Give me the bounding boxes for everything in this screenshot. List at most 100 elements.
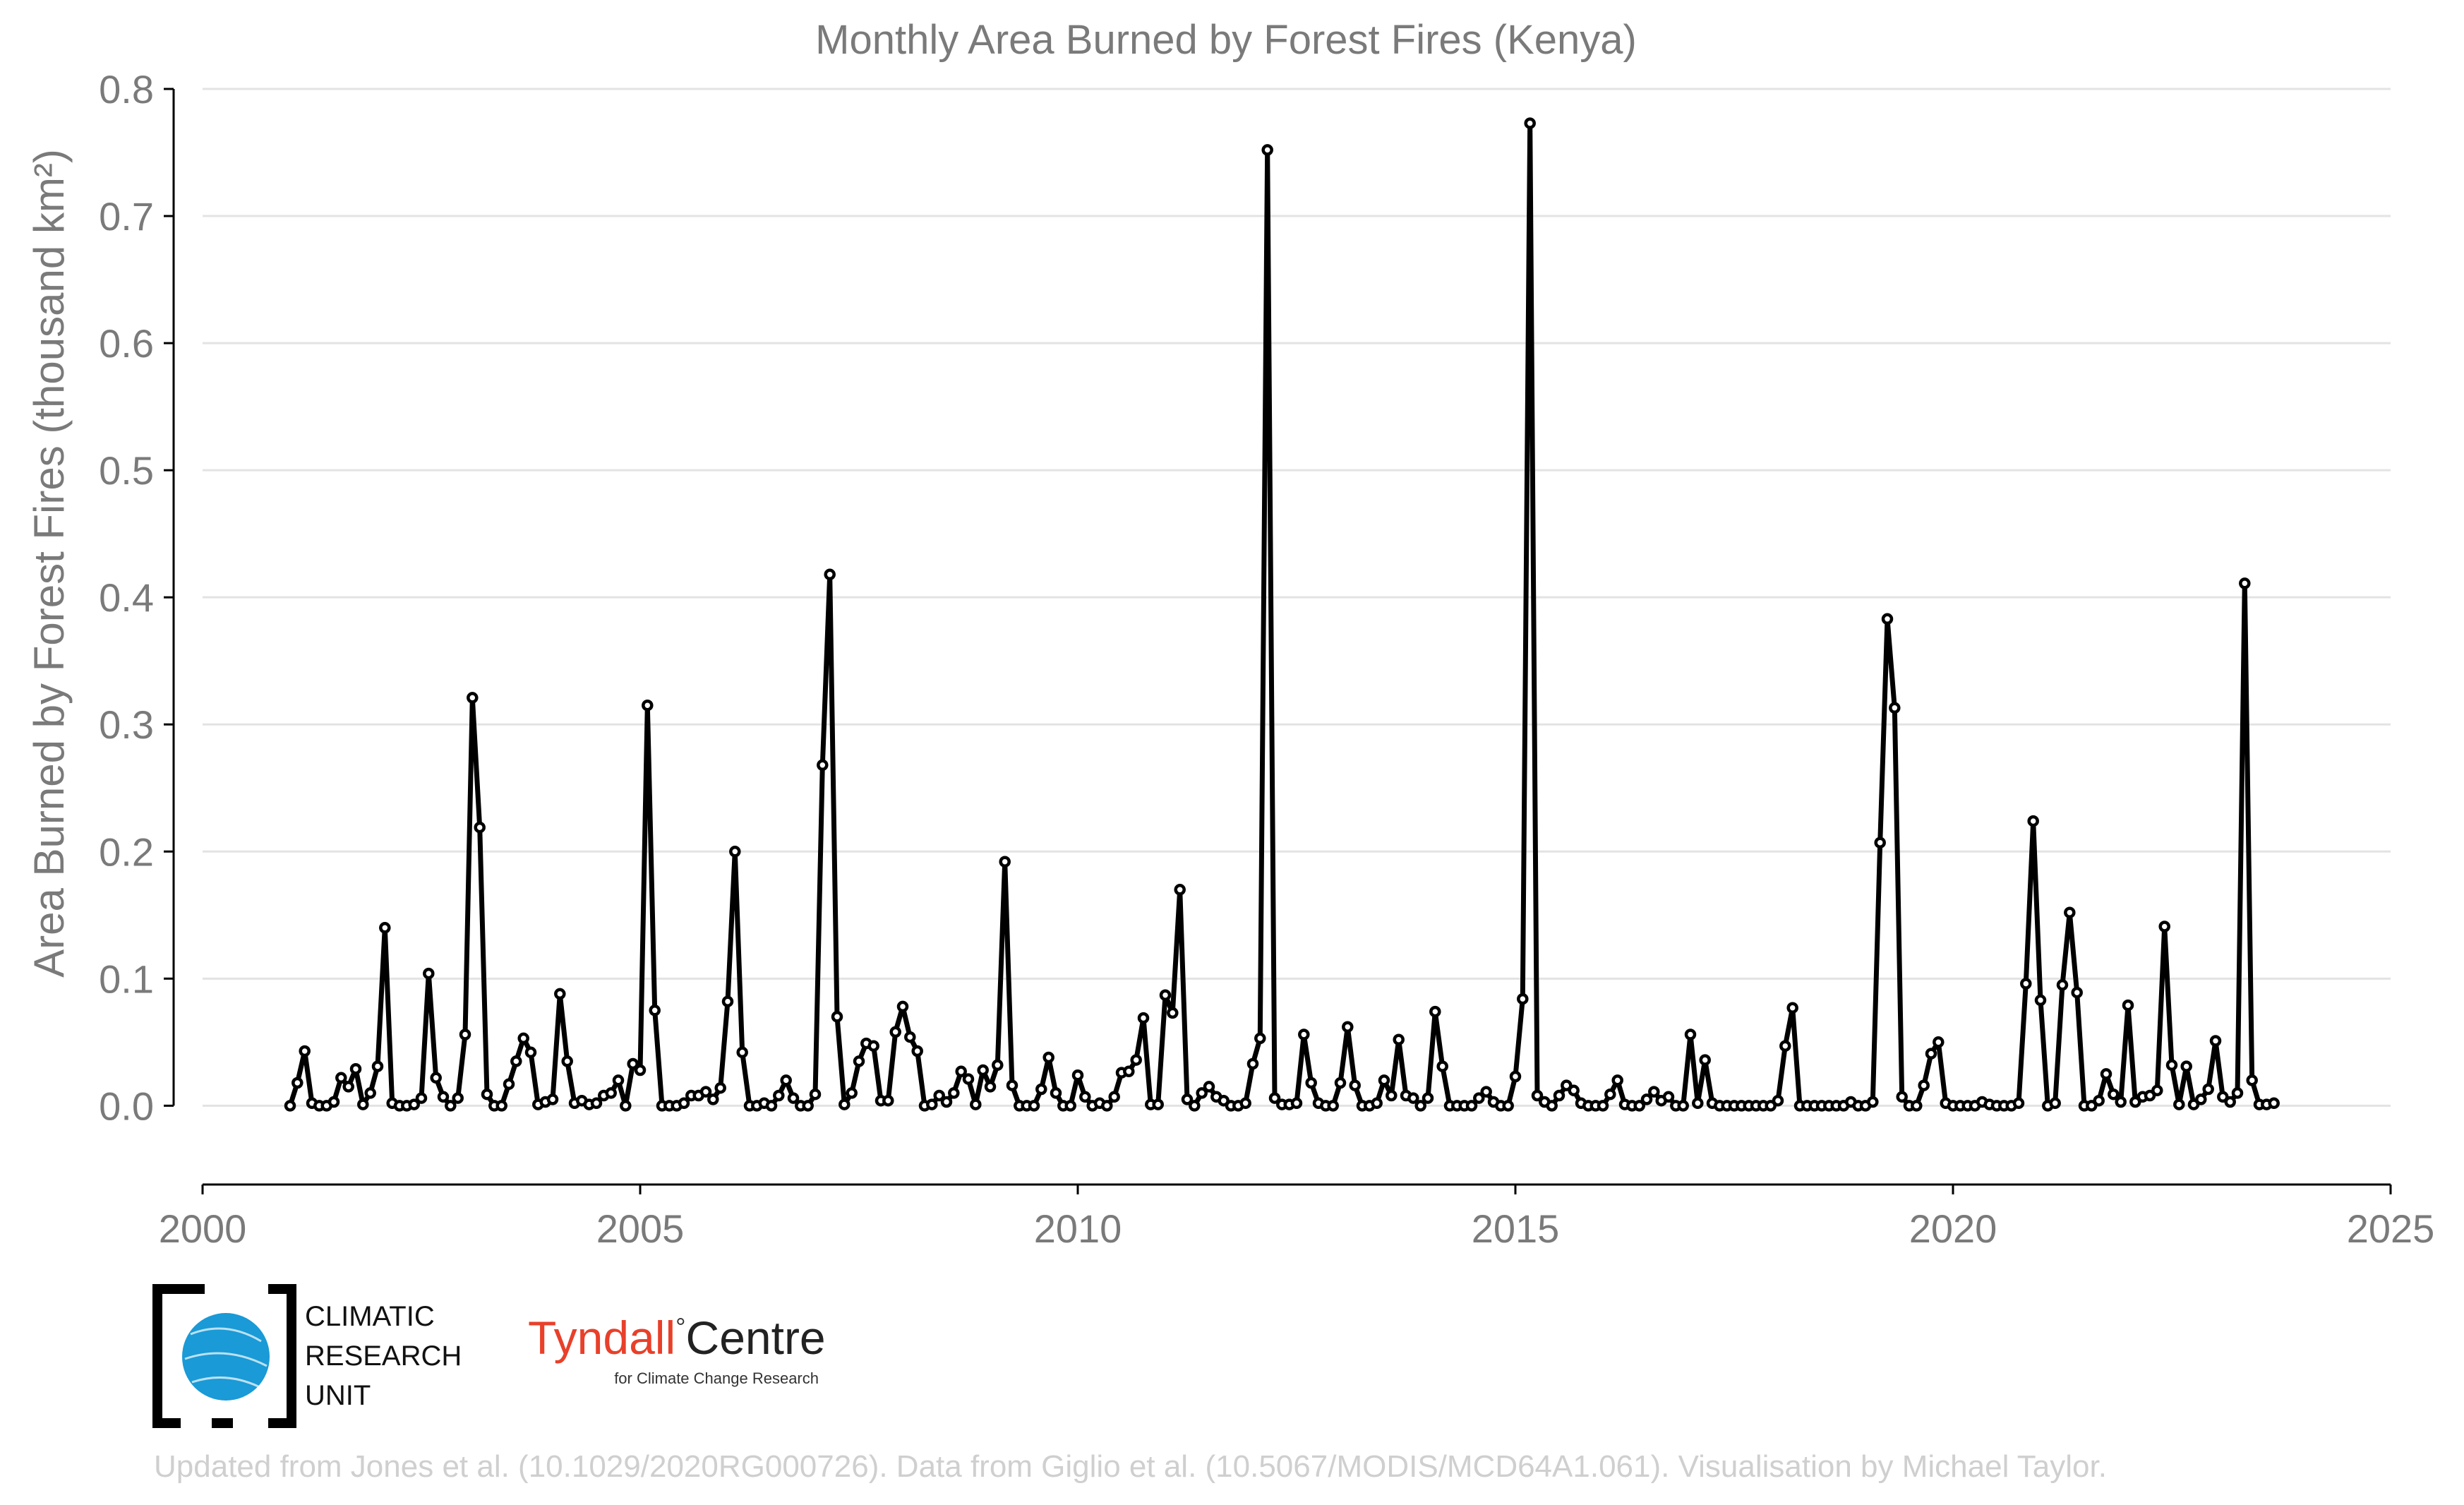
data-point xyxy=(642,699,654,712)
data-point xyxy=(627,1057,639,1070)
data-point xyxy=(824,568,836,581)
data-point xyxy=(2231,1087,2244,1099)
y-tick-label: 0.8 xyxy=(99,67,154,112)
data-point xyxy=(2064,906,2076,918)
data-point xyxy=(1181,1093,1194,1105)
y-tick-label: 0.3 xyxy=(99,702,154,747)
data-point xyxy=(2239,577,2251,589)
data-point xyxy=(1765,1100,1777,1112)
data-point xyxy=(1918,1079,1930,1091)
data-point xyxy=(1531,1089,1544,1102)
data-point xyxy=(299,1045,311,1057)
data-point xyxy=(452,1092,464,1104)
x-axis: 2000 2005 2010 2015 2020 2025 xyxy=(159,1183,2434,1251)
data-point xyxy=(1429,1005,1441,1018)
data-point xyxy=(1254,1032,1266,1045)
data-point xyxy=(1342,1021,1354,1033)
data-point xyxy=(1042,1051,1054,1064)
data-point xyxy=(1933,1036,1945,1048)
data-point xyxy=(1699,1054,1711,1066)
data-point xyxy=(1896,1091,1908,1103)
y-tick-label: 0.1 xyxy=(99,957,154,1001)
data-point xyxy=(2195,1093,2207,1105)
y-axis-ticks: 0.0 0.1 0.2 0.3 0.4 0.5 0.6 0.7 0.8 xyxy=(99,67,175,1128)
series-line xyxy=(287,121,2275,1108)
data-point xyxy=(1123,1065,1135,1078)
data-point xyxy=(1218,1094,1230,1107)
data-point xyxy=(2129,1096,2141,1108)
data-point xyxy=(678,1097,690,1110)
x-tick-label: 2000 xyxy=(159,1206,247,1251)
data-point xyxy=(1239,1097,1251,1110)
y-tick-label: 0.6 xyxy=(99,321,154,366)
data-point xyxy=(437,1091,450,1103)
data-point xyxy=(1597,1100,1609,1112)
data-point xyxy=(2209,1035,2222,1047)
data-point xyxy=(1684,1029,1697,1041)
data-point xyxy=(2180,1060,2192,1072)
data-point xyxy=(2151,1084,2163,1097)
data-point xyxy=(2246,1074,2258,1086)
data-point xyxy=(1108,1091,1120,1103)
data-point xyxy=(707,1093,719,1105)
data-point xyxy=(371,1060,384,1072)
data-point xyxy=(554,988,566,1000)
data-point xyxy=(1772,1094,1784,1107)
data-point xyxy=(977,1064,989,1077)
data-point xyxy=(984,1081,997,1093)
data-point xyxy=(1028,1100,1040,1112)
cru-logo-line3: UNIT xyxy=(305,1380,371,1411)
data-point xyxy=(1414,1100,1426,1112)
tyndall-logo-sub: for Climate Change Research xyxy=(614,1369,819,1387)
data-point xyxy=(1480,1086,1492,1098)
data-point xyxy=(510,1055,522,1067)
data-point xyxy=(765,1100,778,1112)
data-point xyxy=(1553,1089,1565,1102)
data-point xyxy=(1064,1100,1076,1112)
tyndall-logo: Tyndall°Centre for Climate Change Resear… xyxy=(528,1312,826,1387)
data-point xyxy=(2056,979,2069,991)
tyndall-logo-name-a: Tyndall xyxy=(528,1312,675,1364)
data-point xyxy=(1298,1029,1310,1041)
data-point xyxy=(292,1077,304,1089)
y-tick-label: 0.4 xyxy=(99,575,154,620)
data-point xyxy=(335,1072,347,1084)
data-point xyxy=(1290,1097,1303,1110)
data-point xyxy=(1305,1077,1317,1089)
data-point xyxy=(517,1032,529,1045)
data-point xyxy=(1561,1079,1573,1091)
data-point xyxy=(357,1098,369,1110)
cru-logo: CLIMATIC RESEARCH UNIT xyxy=(152,1284,462,1428)
data-point xyxy=(342,1081,354,1093)
data-point xyxy=(933,1089,945,1102)
data-point xyxy=(1327,1100,1339,1112)
data-point xyxy=(459,1029,471,1041)
data-point xyxy=(590,1097,603,1110)
data-point xyxy=(2158,921,2170,933)
data-point xyxy=(2034,994,2047,1007)
data-point xyxy=(1925,1048,1937,1060)
x-tick-label: 2020 xyxy=(1909,1206,1997,1251)
data-point xyxy=(1371,1097,1383,1110)
data-point xyxy=(430,1072,442,1084)
data-point xyxy=(1604,1088,1616,1101)
data-point xyxy=(1786,1002,1798,1014)
gridlines xyxy=(203,88,2391,1107)
x-tick-label: 2010 xyxy=(1034,1206,1122,1251)
data-point xyxy=(962,1073,975,1085)
data-point xyxy=(1677,1100,1689,1112)
data-point xyxy=(714,1081,726,1094)
data-point xyxy=(2020,978,2032,990)
data-point xyxy=(1465,1100,1478,1112)
data-point xyxy=(1568,1084,1580,1097)
data-point xyxy=(1867,1096,1879,1108)
data-point xyxy=(284,1100,296,1112)
data-point xyxy=(524,1046,537,1059)
data-point xyxy=(1130,1054,1142,1066)
data-point xyxy=(896,1000,909,1013)
y-tick-label: 0.5 xyxy=(99,448,154,493)
data-point xyxy=(1611,1074,1623,1086)
data-point xyxy=(1196,1087,1208,1099)
data-point xyxy=(2217,1091,2229,1103)
data-point xyxy=(1378,1074,1390,1086)
